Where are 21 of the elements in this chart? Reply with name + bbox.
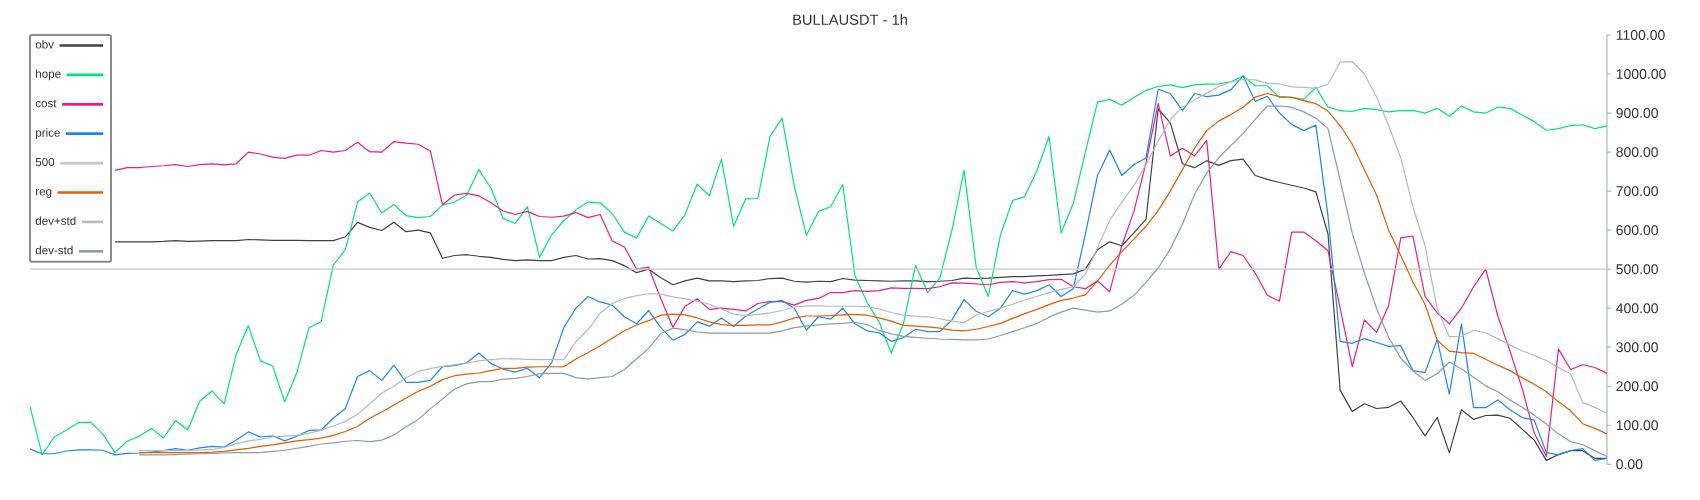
y-tick-label: 0.00 [1616, 459, 1643, 470]
chart-title: BULLAUSDT - 1h [793, 14, 907, 25]
legend-label: cost [35, 99, 57, 108]
y-tick-label: 700.00 [1616, 186, 1658, 197]
y-tick-label: 200.00 [1616, 381, 1658, 392]
legend-label: dev+std [35, 216, 76, 225]
y-tick-label: 1100.00 [1616, 30, 1665, 40]
y-tick-label: 500.00 [1616, 264, 1658, 275]
legend-label: dev-std [35, 245, 73, 255]
legend-label: reg [36, 189, 52, 198]
y-tick-label: 300.00 [1616, 342, 1658, 353]
legend-label: price [36, 128, 60, 140]
y-tick-label: 900.00 [1616, 108, 1658, 119]
legend-label: obv [35, 40, 54, 49]
y-tick-label: 400.00 [1616, 303, 1658, 314]
y-tick-label: 800.00 [1616, 147, 1658, 158]
legend-label: hope [36, 69, 61, 81]
y-tick-label: 100.00 [1616, 420, 1658, 431]
legend-label: 500 [35, 157, 55, 167]
y-tick-label: 1000.00 [1616, 69, 1666, 79]
y-tick-label: 600.00 [1616, 225, 1658, 236]
